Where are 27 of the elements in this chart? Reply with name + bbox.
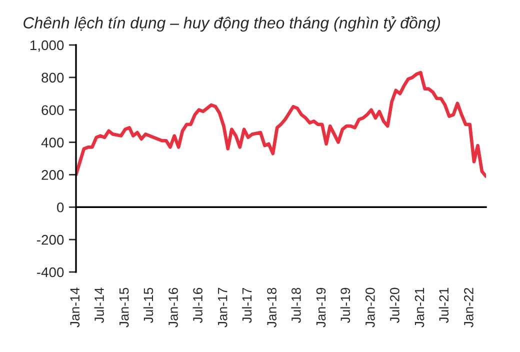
y-tick-label: -200 (37, 234, 64, 245)
x-tick-label: Jul-20 (390, 288, 400, 324)
y-tick-label: 400 (41, 138, 64, 148)
x-tick-label: Jan-21 (414, 288, 424, 328)
x-tick-label: Jul-21 (438, 288, 449, 324)
y-tick-label: 800 (42, 72, 64, 83)
x-tick-label: Jan-17 (218, 288, 228, 328)
x-tick-label: Jul-18 (291, 288, 301, 324)
y-tick-label: 200 (42, 170, 64, 180)
x-tick-label: Jan-15 (120, 288, 129, 328)
x-tick-label: Jan-20 (366, 288, 375, 328)
x-tick-label: Jan-18 (267, 288, 276, 328)
y-tick-label: 600 (42, 105, 64, 116)
line-series (76, 70, 486, 178)
x-tick-label: Jul-17 (242, 288, 252, 324)
x-tick-label: Jan-19 (316, 288, 326, 328)
chart-title: Chênh lệch tín dụng – huy động theo tháng (nghìn tỷ đồng) (24, 16, 440, 32)
y-tick-label: 0 (57, 202, 64, 212)
x-tick-label: Jul-16 (192, 288, 202, 324)
y-tick-label: -400 (37, 267, 64, 278)
x-tick-label: Jul-19 (340, 288, 350, 324)
x-tick-label: Jan-16 (168, 288, 178, 328)
x-tick-label: Jul-15 (143, 288, 154, 324)
y-tick-label: 1,000 (30, 40, 64, 52)
x-tick-label: Jan-22 (464, 288, 474, 328)
x-tick-label: Jan-14 (70, 288, 80, 328)
x-tick-label: Jul-14 (94, 288, 104, 324)
